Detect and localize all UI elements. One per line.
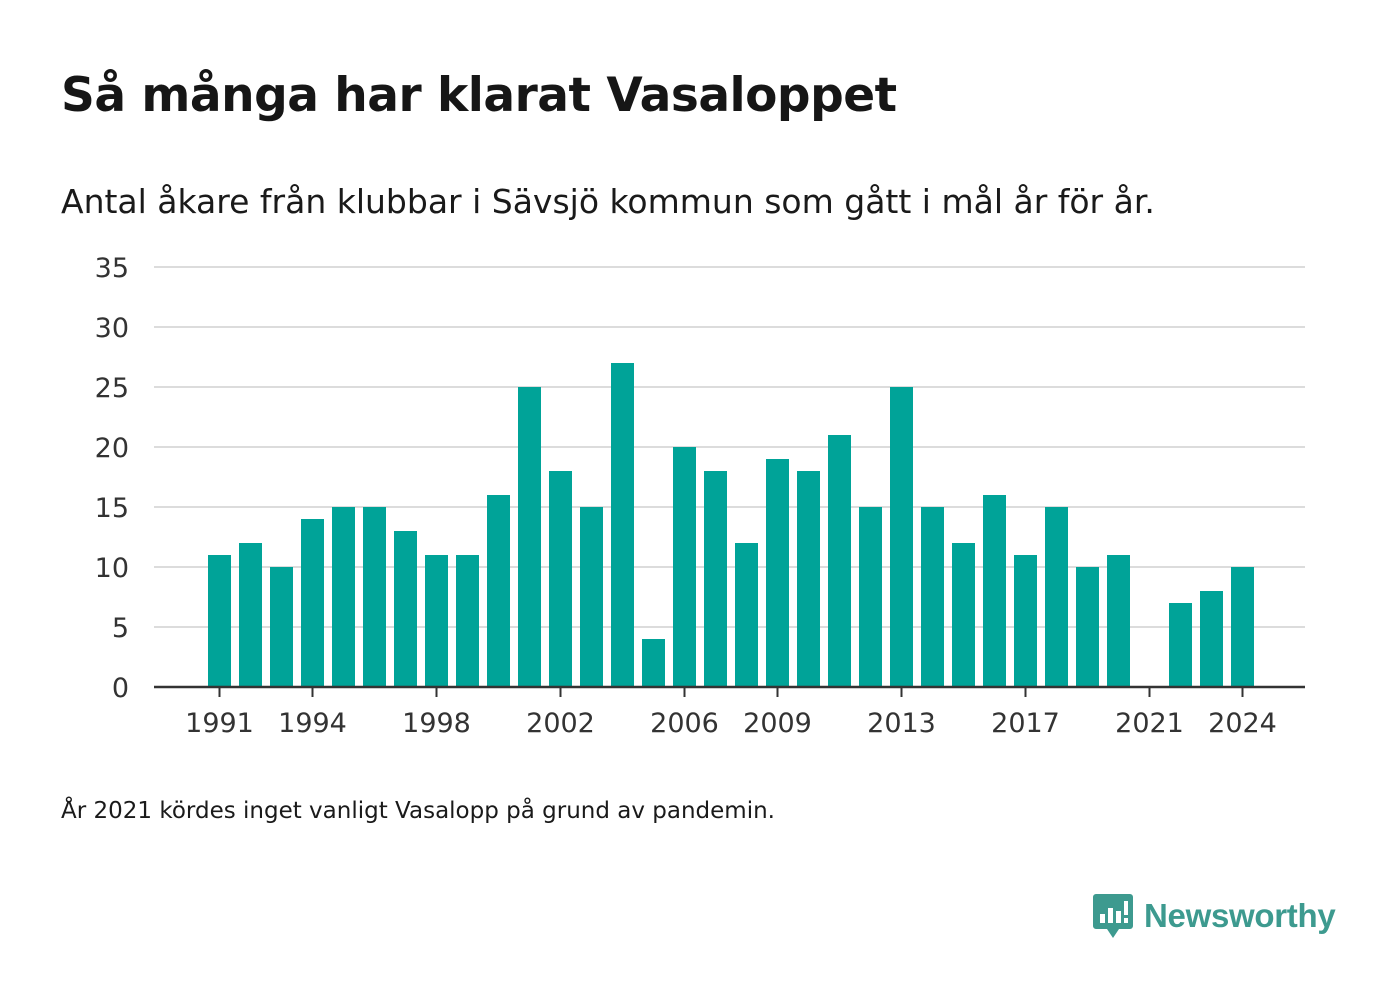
x-tick-label: 2017: [991, 708, 1060, 739]
x-tick-label: 2006: [650, 708, 719, 739]
bar-2005: [642, 639, 665, 687]
y-tick-label: 15: [95, 493, 129, 524]
bar-2016: [983, 495, 1006, 687]
bar-2001: [518, 387, 541, 687]
bar-2000: [487, 495, 510, 687]
x-tick-label: 2013: [867, 708, 936, 739]
bar-2019: [1076, 567, 1099, 687]
y-tick-label: 5: [112, 613, 129, 644]
bar-2011: [828, 435, 851, 687]
y-tick-label: 25: [95, 373, 129, 404]
y-tick-label: 35: [95, 253, 129, 284]
x-tick-label: 1991: [185, 708, 254, 739]
bar-2013: [890, 387, 913, 687]
brand-logo: Newsworthy: [1092, 892, 1336, 940]
chart-subtitle: Antal åkare från klubbar i Sävsjö kommun…: [61, 182, 1155, 221]
bar-2002: [549, 471, 572, 687]
x-tick-label: 2002: [526, 708, 595, 739]
x-tick-label: 2009: [743, 708, 812, 739]
y-tick-label: 0: [112, 673, 129, 704]
y-tick-label: 20: [95, 433, 129, 464]
bar-chart: 0 5 10 15 20 25 30 35 1991 1994 1998 2002 2006 2009 20…: [95, 253, 1305, 739]
bar-1996: [363, 507, 386, 687]
bar-2004: [611, 363, 634, 687]
y-tick-label: 30: [95, 313, 129, 344]
y-tick-label: 10: [95, 553, 129, 584]
bar-2008: [735, 543, 758, 687]
bar-1997: [394, 531, 417, 687]
bar-2003: [580, 507, 603, 687]
x-tick-label: 1994: [278, 708, 347, 739]
bar-1992: [239, 543, 262, 687]
bar-1993: [270, 567, 293, 687]
bar-1995: [332, 507, 355, 687]
bar-1998: [425, 555, 448, 687]
bar-2007: [704, 471, 727, 687]
bar-2023: [1200, 591, 1223, 687]
bar-2020: [1107, 555, 1130, 687]
bar-2017: [1014, 555, 1037, 687]
bar-2024: [1231, 567, 1254, 687]
bar-1994: [301, 519, 324, 687]
newsworthy-logo-icon: [1093, 894, 1133, 938]
chart-title: Så många har klarat Vasaloppet: [61, 68, 897, 123]
x-tick-label: 1998: [402, 708, 471, 739]
bar-2014: [921, 507, 944, 687]
bar-2009: [766, 459, 789, 687]
brand-name: Newsworthy: [1144, 897, 1336, 934]
bar-2006: [673, 447, 696, 687]
bar-2012: [859, 507, 882, 687]
bar-1991: [208, 555, 231, 687]
footnote: År 2021 kördes inget vanligt Vasalopp på…: [61, 798, 775, 824]
bar-2010: [797, 471, 820, 687]
bar-2018: [1045, 507, 1068, 687]
bar-1999: [456, 555, 479, 687]
x-tick-label: 2021: [1115, 708, 1184, 739]
x-tick-label: 2024: [1208, 708, 1277, 739]
bar-2022: [1169, 603, 1192, 687]
bar-2015: [952, 543, 975, 687]
